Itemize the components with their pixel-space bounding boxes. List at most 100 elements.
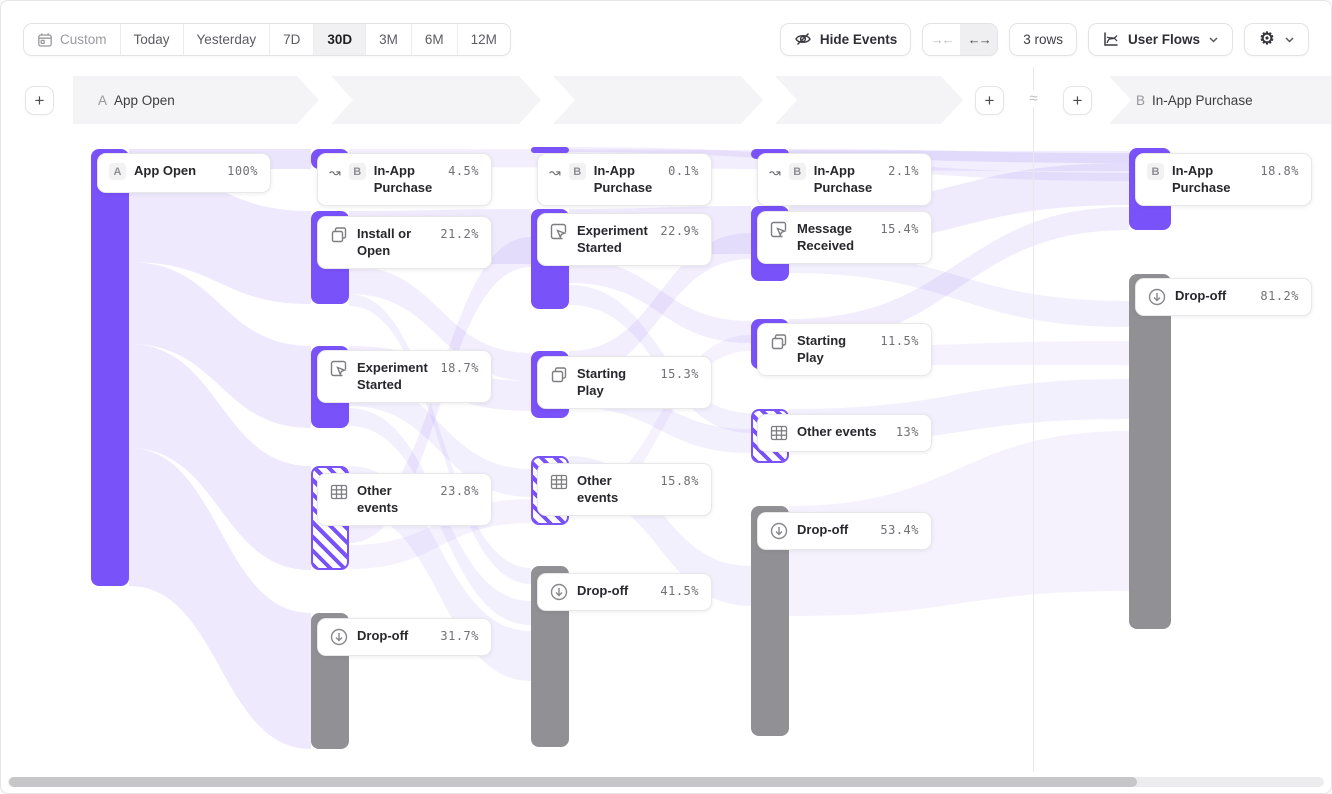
- event-badge: B: [348, 163, 366, 180]
- flow-node-card-app-open[interactable]: A App Open 100%: [97, 153, 271, 193]
- node-label: Other events: [577, 473, 619, 505]
- event-badge: B: [788, 163, 806, 180]
- date-range-30d[interactable]: 30D: [313, 24, 366, 55]
- flow-node-card-drop-off[interactable]: Drop-off 81.2%: [1135, 278, 1312, 316]
- flow-node-card-drop-off[interactable]: Drop-off 41.5%: [537, 573, 712, 611]
- date-range-7d[interactable]: 7D: [269, 24, 314, 55]
- flow-node-card-starting-play[interactable]: Starting Play 15.3%: [537, 356, 712, 409]
- collapse-expand-toggle: →← ←→: [922, 23, 999, 56]
- node-label: In-App Purchase: [1172, 163, 1231, 195]
- settings-button[interactable]: ⚙: [1244, 23, 1309, 56]
- node-label: Starting Play: [797, 333, 847, 365]
- date-range-selector: Custom Today Yesterday 7D 30D 3M 6M 12M: [23, 23, 511, 56]
- user-flows-chart-icon: [1102, 30, 1120, 48]
- hide-events-label: Hide Events: [819, 32, 898, 47]
- add-step-start-button[interactable]: +: [25, 86, 54, 115]
- expand-columns-button[interactable]: ←→: [960, 24, 998, 55]
- date-range-custom[interactable]: Custom: [24, 24, 120, 55]
- flow-node-card-other-events[interactable]: Other events 15.8%: [537, 463, 712, 516]
- node-label: Drop-off: [797, 522, 849, 537]
- event-badge: B: [568, 163, 586, 180]
- flow-node-card-experiment-started[interactable]: Experiment Started 18.7%: [317, 350, 492, 403]
- node-percent: 15.8%: [660, 474, 699, 488]
- approx-symbol: ≈: [1022, 90, 1045, 107]
- flow-node-card-drop-off[interactable]: Drop-off 53.4%: [757, 512, 932, 550]
- node-percent: 4.5%: [448, 164, 479, 178]
- node-label: Drop-off: [357, 628, 409, 643]
- gear-icon: ⚙: [1259, 29, 1275, 48]
- node-percent: 53.4%: [880, 523, 919, 537]
- flow-node-card-in-app-purchase[interactable]: ↝ B In-App Purchase 4.5%: [317, 153, 492, 206]
- date-range-today[interactable]: Today: [119, 24, 183, 55]
- node-label: In-App Purchase: [373, 163, 433, 195]
- flow-node-card-install-or-open[interactable]: Install or Open 21.2%: [317, 216, 492, 269]
- add-step-end-button[interactable]: +: [1063, 86, 1092, 115]
- flow-node-card-other-events[interactable]: Other events 13%: [757, 414, 932, 452]
- horizontal-scrollbar-thumb[interactable]: [9, 777, 1137, 787]
- date-range-label: Custom: [60, 32, 107, 47]
- node-label: Drop-off: [577, 583, 629, 598]
- start-event-badge: A: [98, 92, 108, 108]
- flow-node-card-in-app-purchase[interactable]: ↝ B In-App Purchase 2.1%: [757, 153, 932, 206]
- drop-icon: [1147, 287, 1167, 307]
- flow-node-card-drop-off[interactable]: Drop-off 31.7%: [317, 618, 492, 656]
- node-percent: 0.1%: [668, 164, 699, 178]
- flow-node-card-in-app-purchase[interactable]: B In-App Purchase 18.8%: [1135, 153, 1312, 206]
- start-event-label[interactable]: A App Open: [98, 76, 175, 124]
- date-range-3m[interactable]: 3M: [365, 24, 411, 55]
- flow-node-card-message-received[interactable]: Message Received 15.4%: [757, 211, 932, 264]
- start-event-name: App Open: [114, 92, 175, 108]
- node-label: Starting Play: [577, 366, 627, 398]
- flow-node-bar-in-app-purchase[interactable]: [531, 147, 569, 153]
- node-percent: 41.5%: [660, 584, 699, 598]
- drop-icon: [329, 627, 349, 647]
- copy-icon: [769, 332, 789, 352]
- toolbar-right-cluster: Hide Events →← ←→ 3 rows User Flows: [779, 23, 1309, 56]
- end-event-label[interactable]: B In-App Purchase: [1136, 76, 1253, 124]
- chevron-down-icon: [1208, 34, 1219, 45]
- drop-icon: [549, 582, 569, 602]
- end-event-name: In-App Purchase: [1152, 92, 1253, 108]
- node-percent: 31.7%: [440, 629, 479, 643]
- drop-icon: [769, 521, 789, 541]
- rows-button[interactable]: 3 rows: [1009, 23, 1077, 56]
- date-range-6m[interactable]: 6M: [410, 24, 457, 55]
- node-percent: 18.7%: [440, 361, 479, 375]
- node-label: App Open: [134, 163, 197, 178]
- node-label: Drop-off: [1175, 288, 1227, 303]
- add-step-before-end-button[interactable]: +: [975, 86, 1004, 115]
- horizontal-scrollbar[interactable]: [8, 777, 1324, 787]
- grid-icon: [769, 423, 789, 443]
- view-selector-label: User Flows: [1127, 32, 1200, 47]
- date-range-label: 7D: [283, 32, 301, 47]
- node-label: In-App Purchase: [593, 163, 653, 195]
- view-selector-button[interactable]: User Flows: [1087, 23, 1233, 56]
- flow-node-card-experiment-started[interactable]: Experiment Started 22.9%: [537, 213, 712, 266]
- date-range-label: Today: [133, 32, 170, 47]
- flow-node-card-other-events[interactable]: Other events 23.8%: [317, 473, 492, 526]
- hide-events-button[interactable]: Hide Events: [779, 23, 912, 56]
- node-label: Experiment Started: [577, 223, 648, 255]
- node-label: In-App Purchase: [813, 163, 873, 195]
- node-percent: 22.9%: [660, 224, 699, 238]
- date-range-12m[interactable]: 12M: [456, 24, 510, 55]
- flow-node-card-in-app-purchase[interactable]: ↝ B In-App Purchase 0.1%: [537, 153, 712, 206]
- date-range-yesterday[interactable]: Yesterday: [182, 24, 270, 55]
- end-event-badge: B: [1136, 92, 1146, 108]
- node-percent: 21.2%: [440, 227, 479, 241]
- chevron-down-icon: [1284, 34, 1295, 45]
- node-percent: 100%: [227, 164, 258, 178]
- node-percent: 11.5%: [880, 334, 919, 348]
- panel-divider: [1033, 67, 1034, 772]
- flow-node-card-starting-play[interactable]: Starting Play 11.5%: [757, 323, 932, 376]
- rows-label: 3 rows: [1023, 32, 1063, 47]
- date-range-label: Yesterday: [196, 32, 257, 47]
- collapse-columns-button[interactable]: →←: [923, 24, 961, 55]
- copy-icon: [549, 365, 569, 385]
- node-percent: 15.3%: [660, 367, 699, 381]
- flow-node-bar-app-open[interactable]: [91, 149, 129, 586]
- step-header-band: [73, 76, 1331, 124]
- date-range-label: 6M: [424, 32, 444, 47]
- flow-node-bar-drop-off[interactable]: [1129, 274, 1171, 629]
